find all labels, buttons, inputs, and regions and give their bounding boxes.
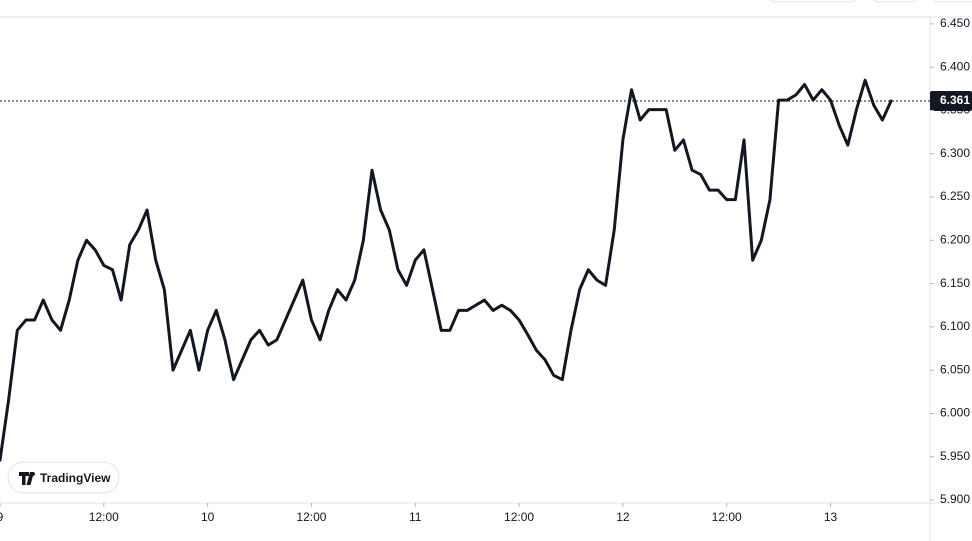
watermark-text: TradingView	[40, 471, 111, 485]
y-tick-label: 6.250	[940, 189, 970, 203]
x-tick-label: 12	[616, 510, 630, 524]
x-tick-label: 12:00	[712, 510, 742, 524]
y-tick-label: 6.150	[940, 276, 970, 290]
y-tick-label: 5.950	[940, 449, 970, 463]
x-tick-label: 12:00	[296, 510, 326, 524]
price-line	[0, 78, 893, 462]
last-price-label: 6.361	[940, 93, 970, 107]
x-tick-label: 12:00	[504, 510, 534, 524]
x-tick-label: 11	[409, 510, 422, 524]
x-tick-label: 13	[824, 510, 838, 524]
overlay: 6.361	[0, 90, 972, 111]
y-tick-label: 6.100	[940, 319, 970, 333]
plot	[0, 78, 893, 462]
y-tick-label: 6.200	[940, 232, 970, 246]
last-price-box	[930, 90, 972, 111]
toolbar-button[interactable]	[873, 0, 917, 3]
y-tick-label: 6.350	[940, 103, 970, 117]
watermark: TradingView	[7, 461, 120, 494]
logo-icon	[19, 472, 36, 485]
x-tick-label: 9	[0, 510, 4, 524]
y-tick-label: 6.450	[940, 16, 970, 30]
y-tick-label: 5.900	[940, 492, 970, 506]
watermark-pill	[7, 461, 120, 494]
toolbar-button[interactable]	[934, 0, 972, 3]
toolbar-button[interactable]	[770, 0, 856, 3]
x-tick-label: 12:00	[89, 510, 119, 524]
y-tick-label: 6.400	[940, 59, 970, 73]
x-tick-label: 10	[201, 510, 215, 524]
y-tick-label: 6.050	[940, 362, 970, 376]
y-tick-label: 6.300	[940, 146, 970, 160]
y-tick-label: 6.000	[940, 406, 970, 420]
